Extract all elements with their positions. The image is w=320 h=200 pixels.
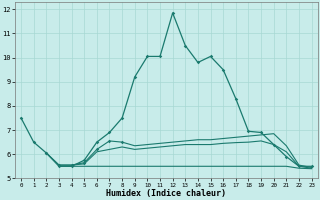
X-axis label: Humidex (Indice chaleur): Humidex (Indice chaleur) [106, 189, 226, 198]
